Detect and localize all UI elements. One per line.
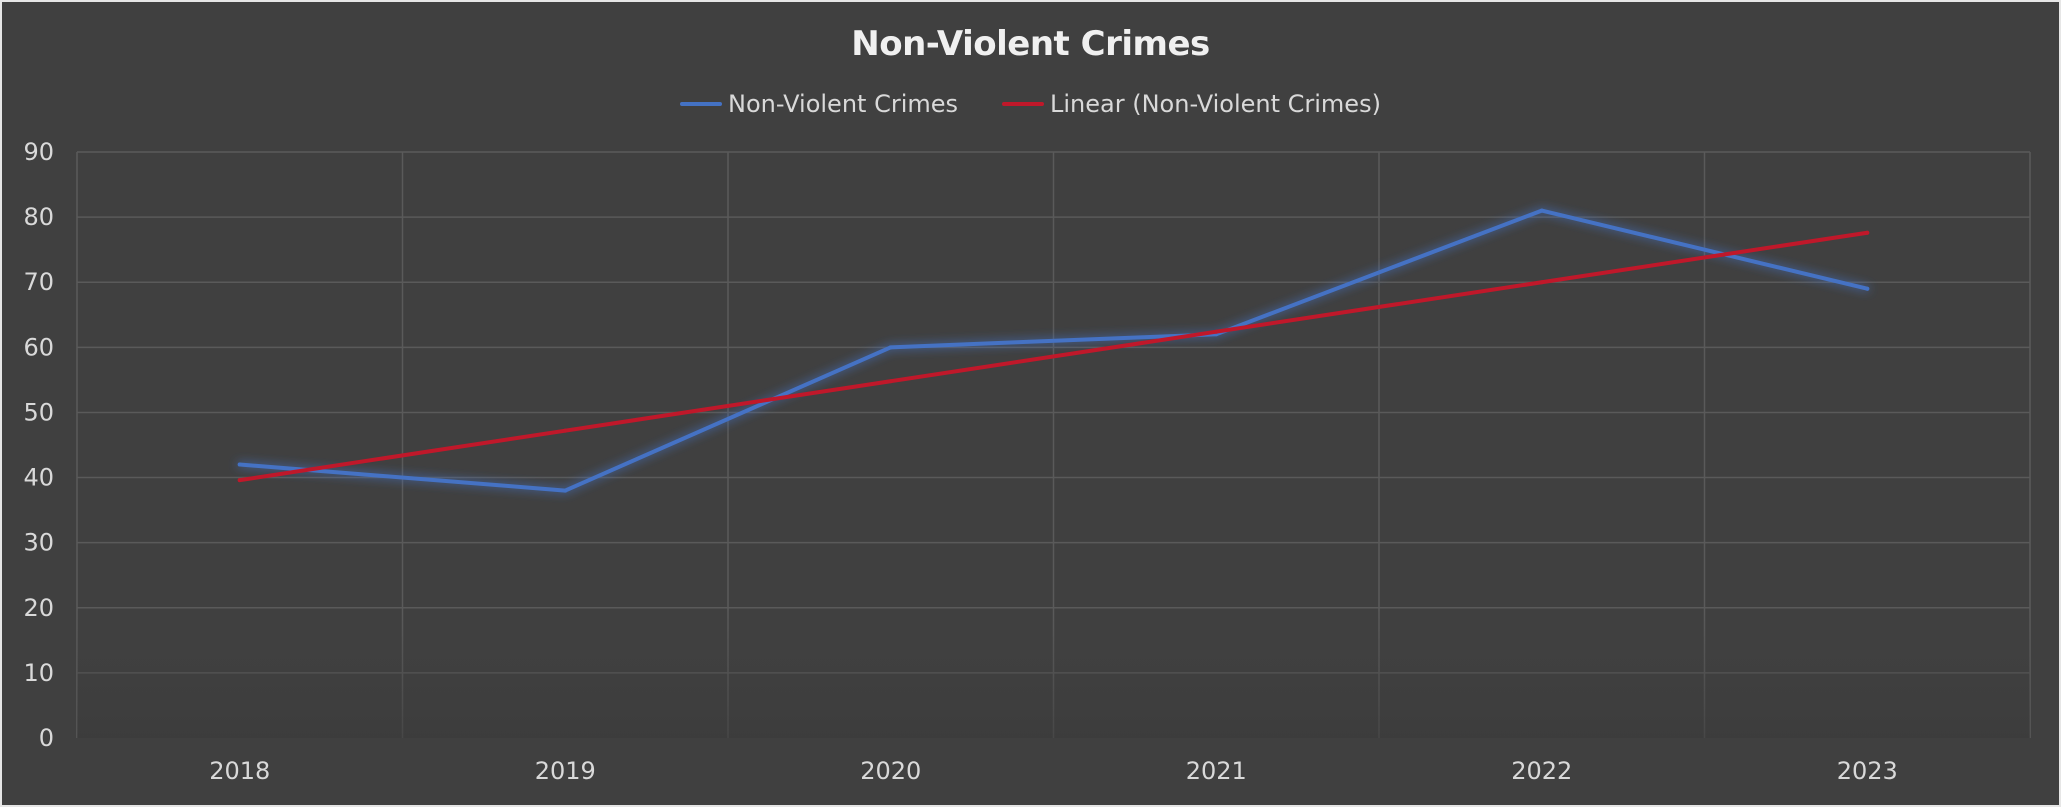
data-point[interactable]	[237, 462, 242, 467]
legend-label-series-1: Non-Violent Crimes	[728, 90, 959, 118]
x-tick-label: 2018	[209, 757, 270, 785]
y-tick-label: 50	[23, 398, 54, 426]
trendline-point[interactable]	[1214, 329, 1219, 334]
trendline[interactable]	[237, 230, 1870, 483]
y-tick-label: 80	[23, 203, 54, 231]
legend-label-series-2: Linear (Non-Violent Crimes)	[1050, 90, 1381, 118]
axis-labels: 0 10 20 30 40 50 60 70 80 90 2018 2019 2020 2021 2022 2…	[23, 138, 1897, 785]
legend-item-series-1[interactable]: Non-Violent Crimes	[680, 90, 958, 118]
y-tick-label: 10	[23, 659, 54, 687]
series-line[interactable]	[237, 208, 1870, 493]
y-tick-label: 0	[39, 724, 54, 752]
trendline-point[interactable]	[888, 379, 893, 384]
y-tick-label: 70	[23, 268, 54, 296]
data-point[interactable]	[1865, 286, 1870, 291]
trendline-point[interactable]	[1539, 280, 1544, 285]
x-tick-label: 2023	[1837, 757, 1898, 785]
x-tick-label: 2021	[1186, 757, 1247, 785]
series-layer	[237, 208, 1870, 493]
x-tick-label: 2022	[1511, 757, 1572, 785]
trendline-point[interactable]	[563, 428, 568, 433]
legend-swatch-series-1	[680, 102, 723, 106]
plot-fade	[77, 152, 2030, 738]
grid-layer	[76, 151, 2031, 738]
legend-swatch-series-2	[1002, 102, 1045, 106]
chart-title: Non-Violent Crimes	[851, 24, 1210, 64]
data-point[interactable]	[1539, 208, 1544, 213]
y-tick-label: 20	[23, 594, 54, 622]
y-tick-label: 30	[23, 529, 54, 557]
trendline-point[interactable]	[1865, 230, 1870, 235]
x-tick-label: 2020	[860, 757, 921, 785]
y-tick-label: 60	[23, 333, 54, 361]
data-point[interactable]	[888, 345, 893, 350]
data-point[interactable]	[563, 488, 568, 493]
chart-legend: Non-Violent Crimes Linear (Non-Violent C…	[2, 90, 2059, 118]
y-tick-label: 40	[23, 464, 54, 492]
legend-item-series-2[interactable]: Linear (Non-Violent Crimes)	[1002, 90, 1381, 118]
y-tick-label: 90	[23, 138, 54, 166]
x-tick-label: 2019	[535, 757, 596, 785]
trendline-point[interactable]	[237, 478, 242, 483]
